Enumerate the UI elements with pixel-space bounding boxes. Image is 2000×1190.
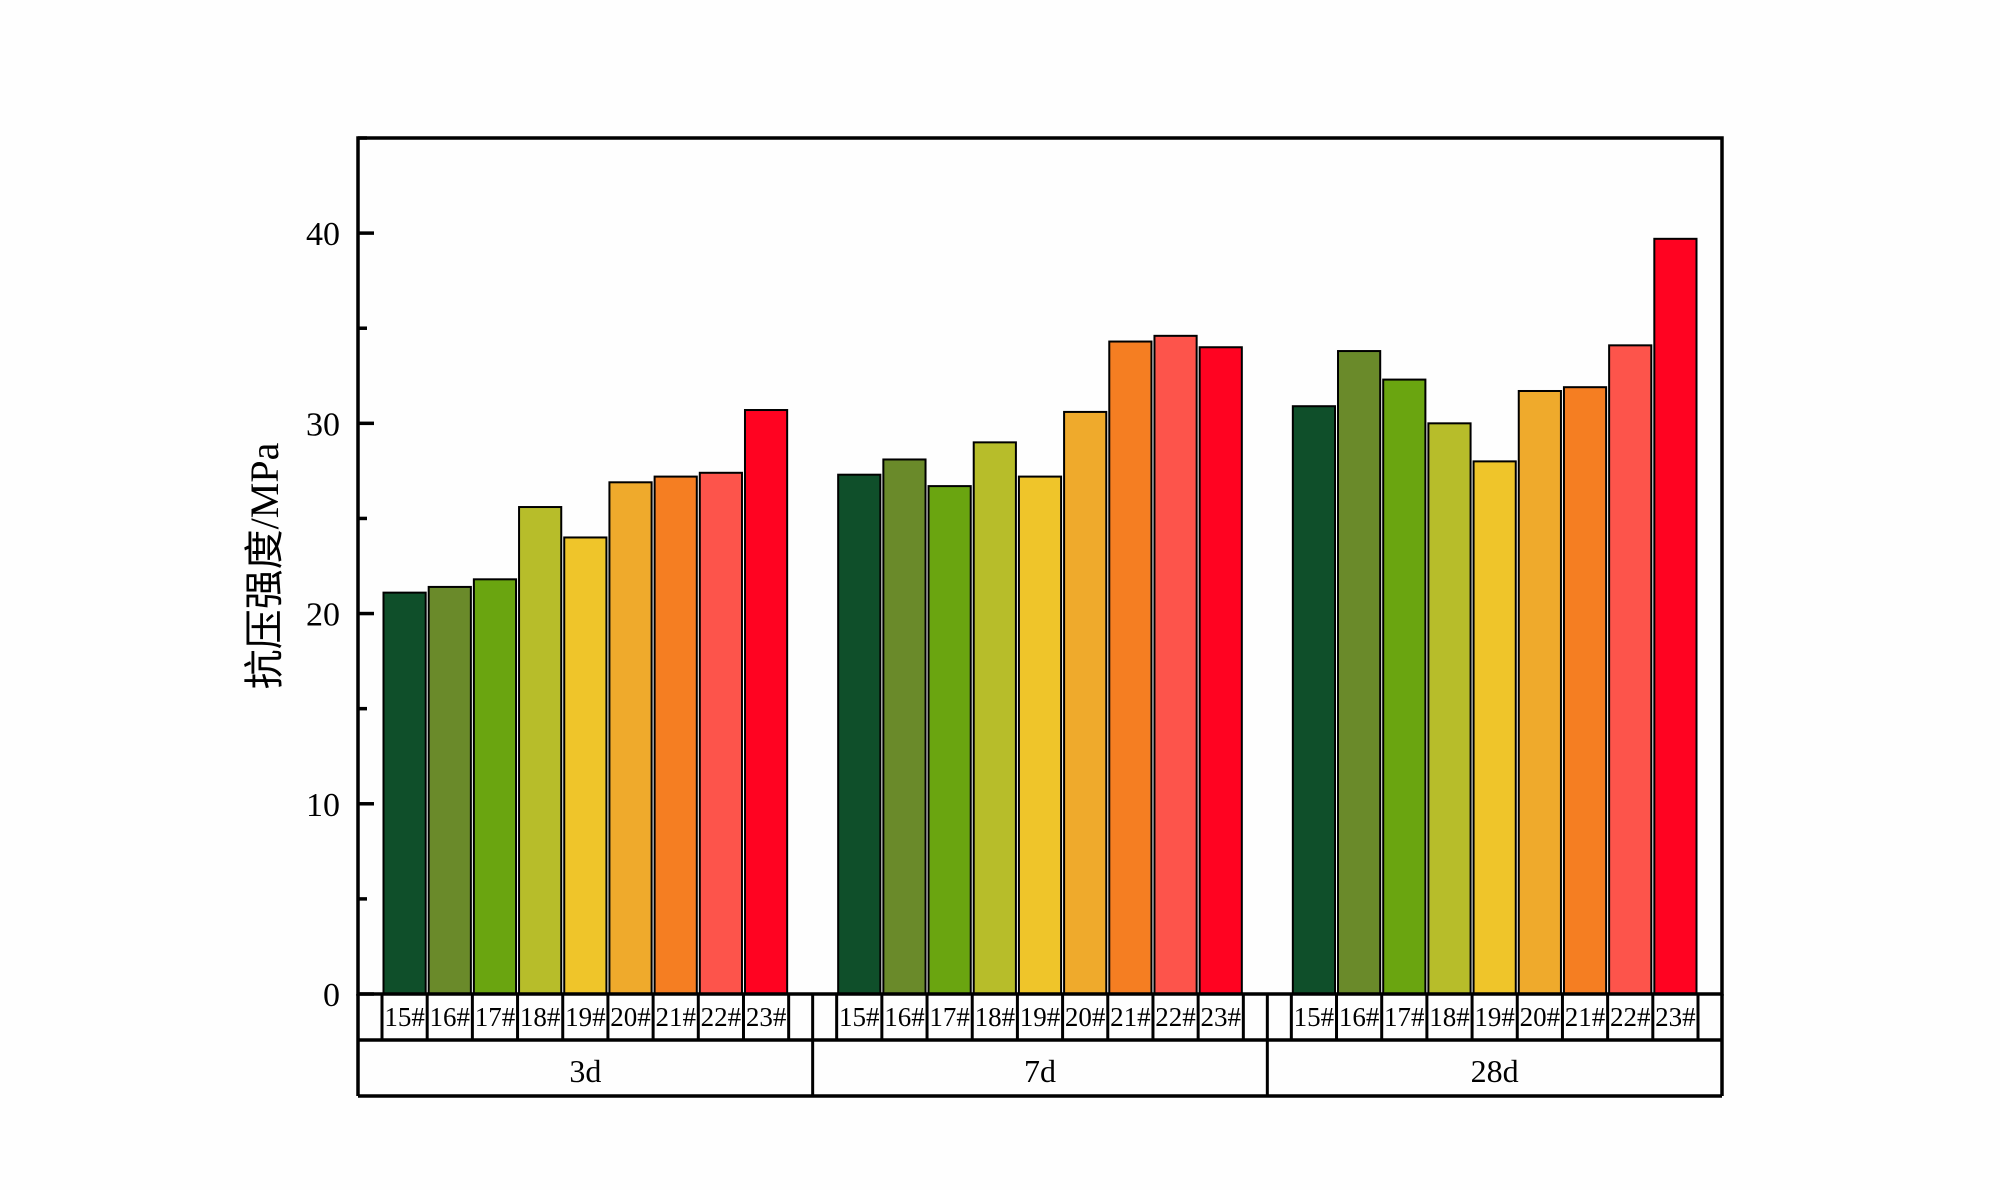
x-tick-label: 22# — [1610, 1002, 1651, 1032]
bar-3d-16 — [427, 585, 472, 995]
x-tick-label: 17# — [475, 1002, 516, 1032]
bar-3d-18 — [518, 506, 563, 995]
bar-3d-23 — [743, 409, 789, 996]
bar-7d-19 — [1017, 475, 1063, 995]
x-tick-label: 15# — [384, 1002, 425, 1032]
x-tick-label: 17# — [1384, 1002, 1425, 1032]
x-tick-label: 17# — [929, 1002, 970, 1032]
x-tick-label: 23# — [1200, 1002, 1241, 1032]
x-tick-label: 21# — [1565, 1002, 1606, 1032]
bar-7d-20 — [1063, 410, 1108, 996]
group-label: 3d — [569, 1053, 601, 1089]
y-tick-label: 0 — [323, 977, 340, 1014]
bar-3d-17 — [472, 578, 518, 995]
bar-7d-23 — [1198, 346, 1243, 995]
x-tick-label: 21# — [655, 1002, 696, 1032]
x-tick-label: 19# — [1020, 1002, 1061, 1032]
x-tick-label: 16# — [1339, 1002, 1380, 1032]
x-tick-label: 22# — [1155, 1002, 1196, 1032]
bar-7d-15 — [837, 473, 882, 995]
x-tick-label: 16# — [430, 1002, 471, 1032]
y-tick-label: 30 — [306, 406, 340, 443]
y-axis-label: 抗压强度/MPa — [242, 442, 287, 689]
x-tick-label: 18# — [975, 1002, 1016, 1032]
x-tick-label: 19# — [565, 1002, 606, 1032]
bar-3d-21 — [653, 475, 698, 995]
x-tick-label: 20# — [1520, 1002, 1561, 1032]
x-tick-label: 20# — [610, 1002, 651, 1032]
bar-7d-18 — [972, 441, 1017, 996]
bar-7d-17 — [927, 485, 972, 995]
bar-3d-22 — [698, 471, 743, 995]
bar-28d-19 — [1472, 460, 1517, 995]
x-tick-label: 21# — [1110, 1002, 1151, 1032]
bar-28d-20 — [1517, 389, 1562, 995]
bar-7d-16 — [882, 458, 927, 995]
bar-3d-20 — [608, 481, 653, 995]
x-tick-label: 20# — [1065, 1002, 1106, 1032]
x-tick-label: 19# — [1474, 1002, 1515, 1032]
bar-28d-15 — [1291, 405, 1337, 996]
x-tick-label: 23# — [1655, 1002, 1696, 1032]
bar-28d-17 — [1382, 378, 1427, 995]
x-tick-label: 15# — [839, 1002, 880, 1032]
bar-28d-21 — [1562, 386, 1608, 995]
y-tick-label: 40 — [306, 216, 340, 253]
bar-3d-15 — [382, 591, 427, 995]
group-label: 7d — [1024, 1053, 1056, 1089]
x-tick-label: 15# — [1294, 1002, 1335, 1032]
x-tick-label: 22# — [701, 1002, 742, 1032]
x-tick-label: 18# — [1429, 1002, 1470, 1032]
bar-28d-18 — [1427, 422, 1472, 996]
x-tick-label: 18# — [520, 1002, 561, 1032]
bar-7d-22 — [1153, 334, 1198, 995]
bar-3d-19 — [563, 536, 608, 995]
y-tick-label: 10 — [306, 787, 340, 824]
bars — [382, 237, 1698, 996]
bar-28d-22 — [1608, 344, 1653, 995]
bar-28d-16 — [1337, 350, 1382, 995]
bar-28d-23 — [1653, 237, 1698, 996]
plot-frame — [356, 136, 1724, 996]
y-tick-label: 20 — [306, 597, 340, 634]
x-tick-label: 16# — [884, 1002, 925, 1032]
bar-7d-21 — [1108, 340, 1153, 995]
x-tick-label: 23# — [746, 1002, 787, 1032]
group-label: 28d — [1471, 1053, 1519, 1089]
